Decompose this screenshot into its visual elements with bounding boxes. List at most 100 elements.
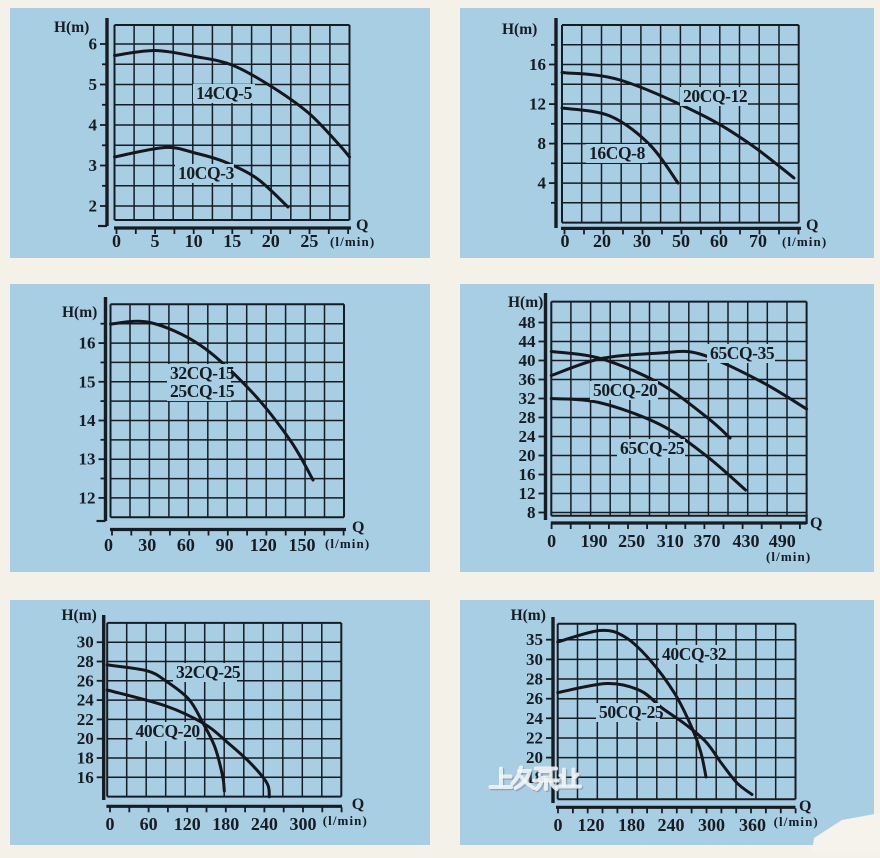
svg-text:5: 5 [151, 231, 160, 251]
svg-text:16: 16 [79, 334, 96, 353]
svg-text:0: 0 [106, 814, 115, 834]
svg-text:H(m): H(m) [511, 607, 546, 624]
svg-text:(l/min): (l/min) [325, 536, 370, 551]
svg-text:26: 26 [77, 671, 94, 690]
svg-text:3: 3 [89, 156, 98, 175]
svg-text:32CQ-15: 32CQ-15 [170, 363, 235, 383]
svg-text:12: 12 [529, 95, 546, 114]
svg-text:180: 180 [618, 815, 645, 835]
svg-text:26: 26 [526, 689, 543, 708]
svg-text:8: 8 [538, 134, 547, 153]
svg-text:60: 60 [177, 535, 195, 555]
svg-text:250: 250 [618, 531, 645, 551]
svg-text:4: 4 [538, 174, 547, 193]
svg-text:28: 28 [519, 408, 536, 427]
svg-text:300: 300 [290, 814, 317, 834]
svg-text:24: 24 [526, 709, 544, 728]
svg-text:Q: Q [799, 798, 811, 815]
svg-text:22: 22 [526, 729, 543, 748]
svg-text:(l/min): (l/min) [766, 549, 811, 564]
svg-text:48: 48 [519, 313, 536, 332]
svg-text:310: 310 [657, 531, 684, 551]
svg-text:430: 430 [733, 531, 760, 551]
svg-text:2: 2 [89, 197, 98, 216]
svg-text:50: 50 [672, 231, 690, 251]
svg-text:18: 18 [77, 749, 94, 768]
svg-text:70: 70 [749, 231, 767, 251]
svg-text:360: 360 [739, 815, 766, 835]
svg-text:5: 5 [89, 75, 98, 94]
svg-text:65CQ-25: 65CQ-25 [620, 438, 685, 458]
svg-text:65CQ-35: 65CQ-35 [710, 343, 775, 363]
svg-text:300: 300 [698, 815, 725, 835]
svg-text:(l/min): (l/min) [330, 234, 375, 249]
svg-text:H(m): H(m) [54, 19, 89, 36]
svg-text:50CQ-25: 50CQ-25 [599, 702, 664, 722]
svg-text:0: 0 [561, 231, 570, 251]
svg-text:10: 10 [185, 231, 203, 251]
svg-text:16CQ-8: 16CQ-8 [589, 143, 646, 163]
svg-text:40CQ-20: 40CQ-20 [136, 721, 201, 741]
svg-text:50CQ-20: 50CQ-20 [593, 380, 658, 400]
svg-text:15: 15 [223, 231, 241, 251]
svg-text:14CQ-5: 14CQ-5 [196, 83, 253, 103]
svg-text:Q: Q [806, 217, 818, 234]
svg-text:25: 25 [300, 231, 318, 251]
svg-text:90: 90 [216, 535, 234, 555]
svg-text:H(m): H(m) [62, 304, 97, 321]
svg-text:H(m): H(m) [508, 294, 543, 311]
svg-text:28: 28 [526, 670, 543, 689]
svg-text:16: 16 [77, 768, 94, 787]
svg-text:H(m): H(m) [502, 21, 537, 38]
svg-text:490: 490 [769, 531, 796, 551]
svg-text:25CQ-15: 25CQ-15 [170, 381, 235, 401]
svg-text:370: 370 [694, 531, 721, 551]
svg-text:60: 60 [140, 814, 158, 834]
svg-text:20: 20 [262, 231, 280, 251]
svg-text:4: 4 [89, 116, 98, 135]
svg-text:8: 8 [527, 503, 536, 522]
svg-text:32: 32 [519, 389, 536, 408]
svg-text:20: 20 [519, 446, 536, 465]
svg-text:30: 30 [633, 231, 651, 251]
svg-text:16: 16 [529, 55, 546, 74]
svg-text:(l/min): (l/min) [782, 234, 827, 249]
svg-text:12: 12 [79, 488, 96, 507]
svg-text:40CQ-32: 40CQ-32 [662, 644, 726, 664]
svg-text:13: 13 [79, 450, 96, 469]
svg-text:12: 12 [519, 484, 536, 503]
svg-text:60: 60 [710, 231, 728, 251]
svg-text:Q: Q [810, 515, 822, 532]
svg-text:Q: Q [356, 217, 368, 234]
svg-text:24: 24 [519, 427, 537, 446]
svg-text:Q: Q [352, 519, 364, 536]
svg-text:16: 16 [519, 465, 536, 484]
svg-text:44: 44 [519, 332, 537, 351]
svg-text:10CQ-3: 10CQ-3 [178, 163, 235, 183]
svg-text:20: 20 [77, 729, 94, 748]
svg-text:240: 240 [251, 814, 278, 834]
svg-text:190: 190 [581, 531, 608, 551]
svg-text:Q: Q [352, 796, 364, 813]
svg-text:15: 15 [79, 372, 96, 391]
svg-text:0: 0 [112, 231, 121, 251]
svg-text:30: 30 [526, 650, 543, 669]
svg-text:0: 0 [554, 815, 563, 835]
svg-text:20: 20 [526, 748, 543, 767]
svg-text:35: 35 [526, 630, 543, 649]
svg-text:120: 120 [174, 814, 201, 834]
svg-text:240: 240 [658, 815, 685, 835]
svg-text:6: 6 [89, 35, 98, 54]
svg-text:180: 180 [212, 814, 239, 834]
svg-text:(l/min): (l/min) [323, 813, 368, 828]
svg-text:22: 22 [77, 710, 94, 729]
svg-text:(l/min): (l/min) [774, 814, 819, 829]
svg-text:120: 120 [578, 815, 605, 835]
svg-text:30: 30 [77, 633, 94, 652]
svg-text:120: 120 [250, 535, 277, 555]
svg-text:0: 0 [104, 535, 113, 555]
svg-text:30: 30 [138, 535, 156, 555]
svg-text:20CQ-12: 20CQ-12 [683, 86, 747, 106]
svg-text:36: 36 [519, 370, 536, 389]
svg-text:20: 20 [593, 231, 611, 251]
